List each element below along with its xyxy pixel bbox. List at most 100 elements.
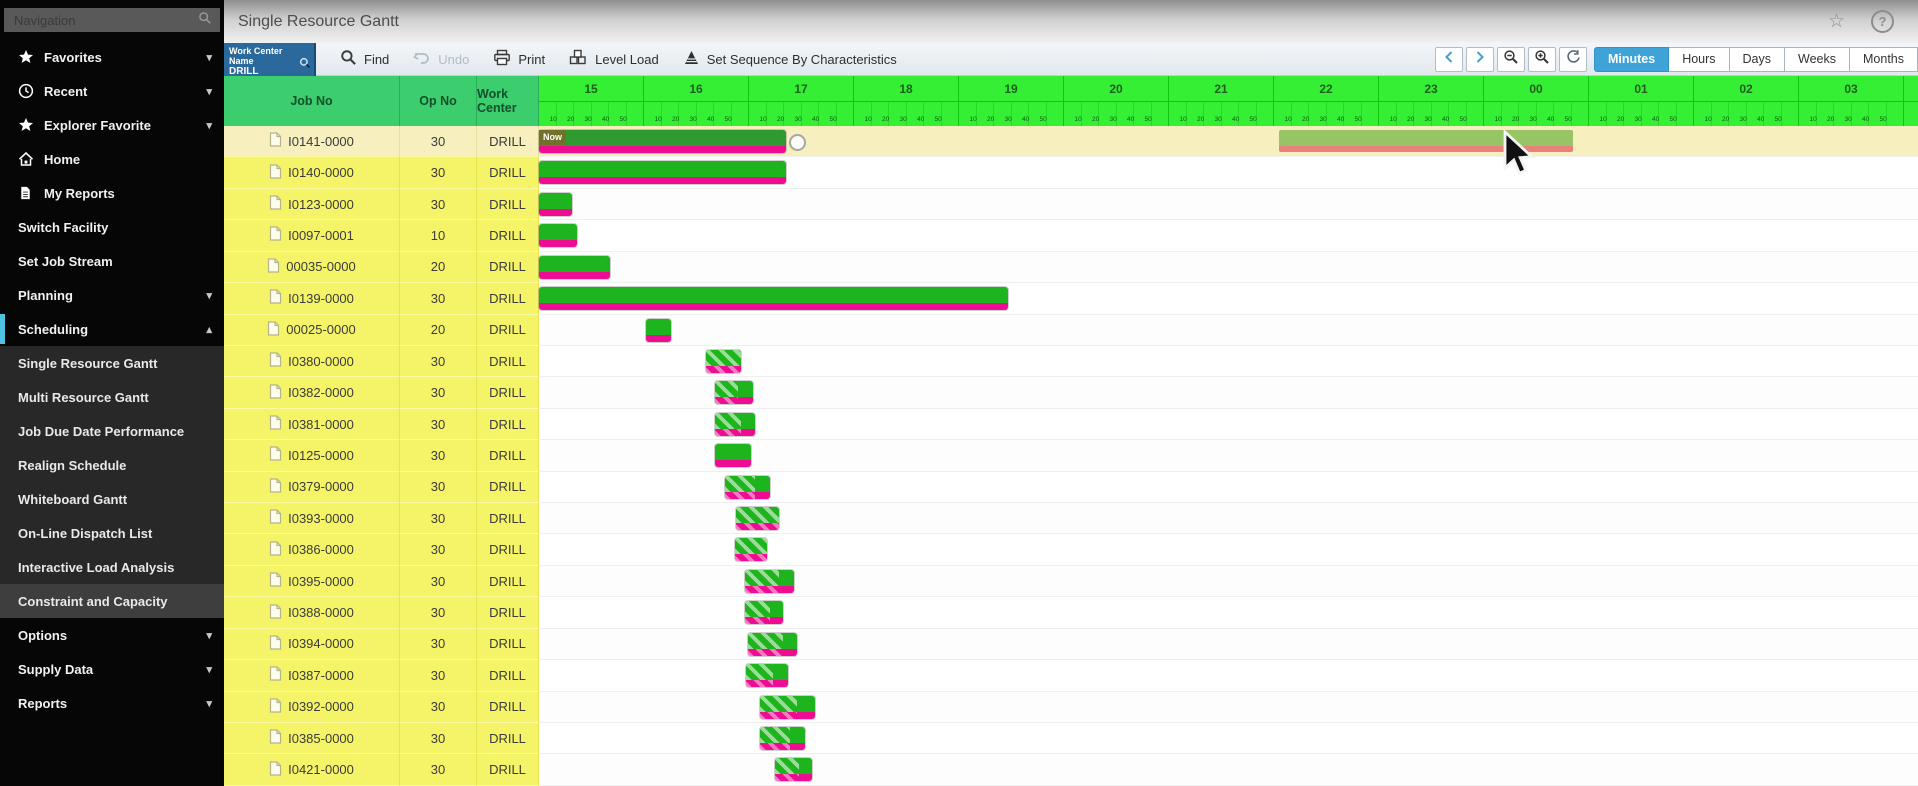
sidebar-item-interactive-load-analysis[interactable]: Interactive Load Analysis	[0, 550, 224, 584]
set-sequence-by-characteristics-button[interactable]: Set Sequence By Characteristics	[683, 50, 897, 68]
gantt-bar[interactable]	[539, 255, 611, 279]
drag-ghost-bar[interactable]	[1279, 130, 1574, 152]
column-header-work-center[interactable]: Work Center	[477, 76, 539, 126]
drag-handle[interactable]	[789, 134, 807, 151]
job-no-cell[interactable]: I0380-0000	[224, 345, 400, 378]
navigation-search[interactable]	[4, 8, 220, 32]
job-no-cell[interactable]: I0381-0000	[224, 408, 400, 441]
navigation-search-input[interactable]	[12, 11, 198, 29]
gantt-bar[interactable]	[539, 192, 572, 216]
gantt-bar[interactable]	[715, 444, 752, 468]
sidebar-item-recent[interactable]: Recent ▾	[0, 74, 224, 108]
tick-mark: 10	[1390, 102, 1414, 126]
gantt-bar[interactable]	[715, 412, 756, 436]
time-unit-months[interactable]: Months	[1849, 46, 1918, 72]
sidebar-item-switch-facility[interactable]: Switch Facility	[0, 210, 224, 244]
job-no-cell[interactable]: I0392-0000	[224, 691, 400, 724]
gantt-bar[interactable]	[646, 318, 672, 342]
gantt-bar[interactable]	[747, 632, 798, 656]
zoom-in-button[interactable]	[1527, 46, 1556, 72]
timeline-hour-label: 17	[749, 76, 854, 101]
sidebar-item-realign-schedule[interactable]: Realign Schedule	[0, 448, 224, 482]
column-header-op-no[interactable]: Op No	[400, 76, 477, 126]
job-no-cell[interactable]: I0385-0000	[224, 723, 400, 755]
sidebar-item-set-job-stream[interactable]: Set Job Stream	[0, 244, 224, 278]
gantt-bar[interactable]	[539, 161, 786, 185]
timeline-tick-cell: 10 20 30 40 50	[1589, 102, 1694, 126]
gantt-bar[interactable]	[715, 381, 754, 405]
job-no-cell[interactable]: I0421-0000	[224, 754, 400, 786]
bar-run-portion	[744, 601, 770, 618]
sidebar-item-scheduling[interactable]: Scheduling ▴	[0, 312, 224, 346]
sidebar-item-favorites[interactable]: Favorites ▾	[0, 40, 224, 74]
gantt-bar[interactable]	[736, 507, 780, 531]
timeline-tick-cell: 10 20 30 40 50	[539, 102, 644, 126]
job-no-cell[interactable]: 00035-0000	[224, 251, 400, 284]
gantt-bar[interactable]	[759, 695, 816, 719]
job-no-cell[interactable]: I0394-0000	[224, 628, 400, 661]
gantt-bar[interactable]	[745, 664, 788, 688]
column-header-job-no[interactable]: Job No	[224, 76, 400, 126]
sidebar-item-options[interactable]: Options ▾	[0, 618, 224, 652]
sidebar-item-whiteboard-gantt[interactable]: Whiteboard Gantt	[0, 482, 224, 516]
sidebar-item-single-resource-gantt[interactable]: Single Resource Gantt	[0, 346, 224, 380]
time-unit-days[interactable]: Days	[1728, 46, 1786, 72]
job-no-cell[interactable]: I0387-0000	[224, 660, 400, 692]
job-no-cell[interactable]: I0125-0000	[224, 440, 400, 472]
zoom-out-button[interactable]	[1496, 46, 1525, 72]
job-no-cell[interactable]: I0393-0000	[224, 503, 400, 535]
gantt-bar[interactable]	[759, 727, 805, 751]
gantt-bar[interactable]	[744, 569, 795, 593]
home-icon	[18, 151, 44, 167]
help-icon[interactable]: ?	[1871, 10, 1894, 33]
gantt-row-i0139-0000: I0139-0000 30 DRILL	[224, 283, 1918, 315]
tick-label: 20	[1197, 116, 1205, 123]
time-unit-minutes[interactable]: Minutes	[1593, 46, 1670, 72]
find-button[interactable]: Find	[340, 49, 389, 69]
job-no-cell[interactable]: I0379-0000	[224, 471, 400, 504]
gantt-bar[interactable]	[539, 287, 1009, 311]
gantt-bar[interactable]	[775, 758, 812, 782]
sidebar-item-explorer-favorite[interactable]: Explorer Favorite ▾	[0, 108, 224, 142]
op-no-cell: 30	[400, 157, 477, 189]
chevron-left-button[interactable]	[1434, 46, 1463, 72]
time-unit-weeks[interactable]: Weeks	[1784, 46, 1850, 72]
sidebar-item-my-reports[interactable]: My Reports	[0, 176, 224, 210]
zoom-reset-button[interactable]	[1558, 46, 1587, 72]
time-unit-hours[interactable]: Hours	[1668, 46, 1730, 72]
gantt-bar[interactable]	[705, 349, 741, 373]
job-no-cell[interactable]: I0395-0000	[224, 565, 400, 598]
job-no-cell[interactable]: I0386-0000	[224, 534, 400, 566]
gantt-bar[interactable]	[539, 130, 786, 153]
timeline-hour-label: 00	[1484, 76, 1589, 101]
chevron-right-button[interactable]	[1465, 46, 1494, 72]
job-no-cell[interactable]: I0140-0000	[224, 157, 400, 189]
work-center-filter[interactable]: Work Center Name DRILL	[224, 42, 316, 77]
gantt-row-i0392-0000: I0392-0000 30 DRILL	[224, 691, 1918, 724]
job-no-cell[interactable]: I0139-0000	[224, 283, 400, 315]
job-row-header: I0394-0000 30 DRILL	[224, 628, 539, 661]
sidebar-item-reports[interactable]: Reports ▾	[0, 686, 224, 720]
gantt-bar[interactable]	[539, 224, 577, 248]
gantt-bar[interactable]	[735, 538, 767, 562]
gantt-rows: I0141-0000 30 DRILL Now I0140-0000 30 DRILL I01…	[224, 126, 1918, 786]
favorite-star-icon[interactable]: ☆	[1827, 11, 1845, 32]
sidebar-item-multi-resource-gantt[interactable]: Multi Resource Gantt	[0, 380, 224, 414]
sidebar-item-home[interactable]: Home	[0, 142, 224, 176]
level-load-button[interactable]: Level Load	[569, 49, 659, 69]
job-no-cell[interactable]: I0141-0000	[224, 126, 400, 158]
gantt-bar[interactable]	[724, 475, 770, 499]
sidebar-item-on-line-dispatch-list[interactable]: On-Line Dispatch List	[0, 516, 224, 550]
print-button[interactable]: Print	[493, 49, 545, 69]
job-no-cell[interactable]: I0123-0000	[224, 188, 400, 221]
sidebar-item-planning[interactable]: Planning ▾	[0, 278, 224, 312]
job-no-cell[interactable]: I0388-0000	[224, 597, 400, 629]
job-no-cell[interactable]: I0382-0000	[224, 377, 400, 409]
bar-run-portion	[724, 475, 756, 492]
gantt-bar[interactable]	[744, 601, 783, 625]
sidebar-item-constraint-and-capacity[interactable]: Constraint and Capacity	[0, 584, 224, 618]
sidebar-item-job-due-date-performance[interactable]: Job Due Date Performance	[0, 414, 224, 448]
job-no-cell[interactable]: I0097-0001	[224, 220, 400, 252]
sidebar-item-supply-data[interactable]: Supply Data ▾	[0, 652, 224, 686]
job-no-cell[interactable]: 00025-0000	[224, 314, 400, 346]
